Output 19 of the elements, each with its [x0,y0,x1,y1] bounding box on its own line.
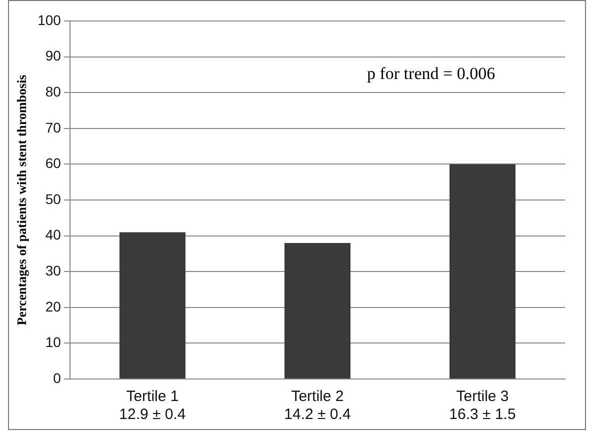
y-tick-label: 40 [45,226,62,243]
x-tick-label: Tertile 1 12.9 ± 0.4 [119,388,186,424]
y-tick-label: 50 [45,190,62,207]
x-tick-label: Tertile 2 14.2 ± 0.4 [284,388,351,424]
y-tick-label: 30 [45,262,62,278]
y-tick-label: 60 [45,155,62,172]
bar [119,232,186,378]
annotation: p for trend = 0.006 [366,64,496,84]
y-tick-label: 100 [38,12,62,28]
y-tick-label: 20 [45,298,62,314]
y-tick-label: 80 [45,83,62,100]
y-tick-label: 90 [45,48,62,64]
y-tick-label: 0 [53,370,62,386]
y-tick-label: 70 [45,119,62,136]
x-tick-label: Tertile 3 16.3 ± 1.5 [449,388,516,424]
y-axis-title: Percentages of patients with stent thrombosis [14,74,30,326]
y-tick-label: 10 [45,334,62,350]
bar [449,164,516,378]
bar [284,242,350,378]
